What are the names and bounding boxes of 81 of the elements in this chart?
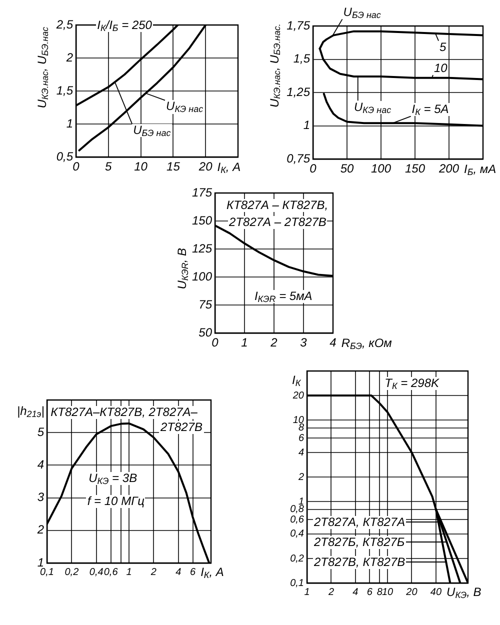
y-tick-label: 0,1 (290, 578, 304, 589)
y-axis-title: I$_{К}$ (292, 373, 301, 388)
y-tick-label: 1,5 (293, 52, 310, 66)
y-tick-label: 0,5 (56, 149, 74, 164)
y-tick-label: 20 (292, 390, 304, 402)
y-tick-label: 175 (192, 185, 212, 200)
y-tick-label: 0,2 (290, 553, 304, 564)
x-tick-label: 2 (270, 336, 278, 350)
x-tick-label: 0,4 (89, 566, 104, 578)
y-tick-label: 100 (192, 269, 212, 284)
x-axis-title: I$_{К}$, А (200, 564, 224, 580)
y-tick-label: 2 (65, 50, 74, 64)
y-tick-label: 1 (66, 116, 73, 130)
x-tick-label: 5 (105, 160, 112, 174)
x-axis-title: R$_{БЭ}$, кОм (341, 336, 392, 350)
x-axis-title: U$_{КЭ}$, В (446, 584, 482, 600)
x-tick-label: 2 (150, 566, 157, 578)
annotation: T$_{К}$ = 298K (384, 376, 440, 392)
y-tick-label: 2,5 (55, 17, 74, 32)
x-tick-label: 4 (330, 336, 337, 350)
legend-label: 2Т827В, КТ827В (313, 554, 406, 569)
y-tick-label: 125 (192, 241, 212, 256)
x-tick-label: 15 (166, 160, 180, 174)
y-tick-label: 1,25 (286, 84, 310, 99)
x-axis-title: I$_{Б}$, мА (464, 162, 496, 176)
y-tick-label: 0,6 (290, 514, 304, 526)
y-tick-label: 1,5 (56, 83, 74, 98)
y-tick-label: 0,8 (290, 504, 304, 516)
x-tick-label: 2 (327, 586, 334, 598)
x-tick-label: 0 (212, 336, 219, 350)
x-tick-label: 10 (382, 586, 394, 598)
x-tick-label: 0 (310, 162, 317, 176)
legend-label: 2Т827А, КТ827А (313, 514, 406, 529)
legend-label: 5 (438, 40, 448, 54)
y-tick-label: 4 (37, 458, 44, 472)
y-tick-label: 1 (303, 118, 310, 132)
y-tick-label: 4 (298, 447, 304, 458)
x-tick-label: 40 (430, 586, 442, 598)
annotation: КТ827А – КТ827В, (226, 198, 330, 212)
legend-label: 2Т827Б, КТ827Б (313, 534, 406, 549)
annotation: f = 10 МГц (86, 494, 146, 508)
x-tick-label: 6 (366, 586, 373, 598)
x-tick-label: 8 (376, 586, 383, 598)
x-tick-label: 1 (126, 566, 132, 578)
y-tick-label: 1,75 (286, 18, 310, 32)
series-label: I$_{К}$ = 5А (410, 102, 450, 118)
x-tick-label: 0 (72, 160, 80, 174)
annotation: I$_{К}$/I$_{Б}$ = 250 (96, 18, 153, 32)
annotation: I$_{КЭR}$ = 5мА (253, 289, 314, 304)
y-tick-label: 0,75 (286, 151, 310, 166)
annotation: 2Т827А – 2Т827В (228, 214, 328, 230)
legend-label: U$_{КЭ нас}$ (165, 99, 204, 114)
annotation: КТ827А–КТ827В, 2Т827А– (50, 404, 198, 419)
annotation: U$_{КЭ}$ = 3В (88, 470, 138, 486)
y-tick-label: 150 (192, 213, 212, 228)
text: U$_{БЭ нас}$ (132, 123, 172, 138)
x-tick-label: 4 (176, 566, 182, 578)
x-tick-label: 10 (134, 160, 148, 174)
x-tick-label: 20 (405, 586, 418, 598)
y-tick-label: 50 (198, 325, 212, 340)
y-tick-label: 3 (37, 490, 44, 504)
y-tick-label: 5 (37, 424, 44, 439)
x-tick-label: 150 (404, 162, 426, 176)
x-tick-label: 0,6 (104, 566, 118, 578)
y-tick-label: 2 (36, 522, 44, 537)
series-label: 10 (433, 61, 448, 76)
x-tick-label: 200 (438, 162, 460, 176)
y-axis-title: |h$_{21э}$| (17, 404, 44, 419)
y-tick-label: 6 (298, 432, 304, 444)
x-tick-label: 100 (370, 162, 392, 176)
y-tick-label: 75 (198, 297, 212, 312)
x-tick-label: 4 (352, 586, 359, 598)
y-tick-label: 0,4 (290, 528, 304, 540)
annotation: 2Т827В (159, 420, 204, 434)
annotation: U$_{БЭ нас}$ (342, 5, 382, 20)
x-tick-label: 50 (340, 162, 354, 176)
x-tick-label: 1 (241, 336, 248, 350)
x-axis-title: I$_{К}$, А (217, 160, 241, 174)
y-tick-label: 8 (298, 422, 304, 434)
annotation: U$_{КЭ нас}$ (353, 100, 392, 114)
y-tick-label: 2 (297, 472, 304, 483)
